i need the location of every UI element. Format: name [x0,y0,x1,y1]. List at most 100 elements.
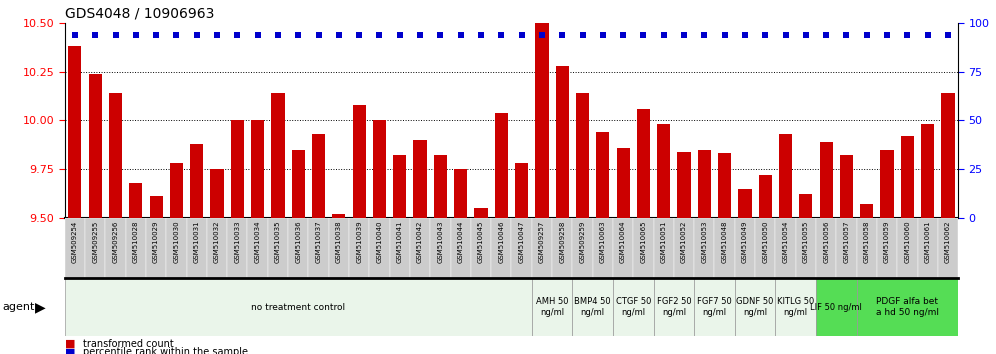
Bar [65,278,532,336]
Bar [515,163,528,218]
Text: GSM510041: GSM510041 [396,221,402,263]
Text: GSM509258: GSM509258 [559,221,565,263]
Bar [129,183,142,218]
Bar [166,218,186,278]
Bar [474,208,488,218]
Bar [109,93,123,218]
Text: GSM510045: GSM510045 [478,221,484,263]
Bar [613,218,633,278]
Bar [512,218,532,278]
Bar [779,134,792,218]
Text: GSM510047: GSM510047 [519,221,525,263]
Point [372,32,387,38]
Point [148,32,164,38]
Point [717,32,733,38]
Bar [573,218,593,278]
Text: GSM510033: GSM510033 [234,221,240,263]
Bar [292,150,305,218]
Bar [921,124,934,218]
Point [839,32,855,38]
Text: KITLG 50
ng/ml: KITLG 50 ng/ml [777,297,815,317]
Point [899,32,915,38]
Text: GSM510030: GSM510030 [173,221,179,263]
Point [168,32,184,38]
Bar [413,140,426,218]
Bar [268,218,288,278]
Bar [190,144,203,218]
Point [575,32,591,38]
Bar [694,218,714,278]
Text: GSM510057: GSM510057 [844,221,850,263]
Text: BMP4 50
ng/ml: BMP4 50 ng/ml [575,297,611,317]
Bar [370,218,389,278]
Text: GSM510052: GSM510052 [681,221,687,263]
Bar [186,218,207,278]
Bar [207,218,227,278]
Text: GSM510062: GSM510062 [945,221,951,263]
Bar [674,218,694,278]
Bar [349,218,370,278]
Point [676,32,692,38]
Point [859,32,874,38]
Bar [857,278,958,336]
Point [493,32,509,38]
Bar [718,154,731,218]
Text: GSM510063: GSM510063 [600,221,606,263]
Point [655,32,671,38]
Point [311,32,327,38]
Point [879,32,895,38]
Point [412,32,428,38]
Bar [251,120,264,218]
Text: GSM510037: GSM510037 [316,221,322,263]
Bar [876,218,897,278]
Bar [653,278,694,336]
Text: GSM510032: GSM510032 [214,221,220,263]
Text: GSM510034: GSM510034 [255,221,261,263]
Bar [576,93,589,218]
Bar [532,278,573,336]
Text: GSM510054: GSM510054 [783,221,789,263]
Text: GSM510040: GSM510040 [376,221,382,263]
Point [534,32,550,38]
Text: no treatment control: no treatment control [251,303,346,312]
Text: GSM510044: GSM510044 [458,221,464,263]
Point [290,32,306,38]
Text: GSM509256: GSM509256 [113,221,119,263]
Point [818,32,834,38]
Bar [861,204,873,218]
Bar [735,278,776,336]
Bar [556,66,569,218]
Bar [353,105,366,218]
Point [270,32,286,38]
Point [432,32,448,38]
Bar [65,218,85,278]
Bar [552,218,573,278]
Bar [454,169,467,218]
Text: GSM509257: GSM509257 [539,221,545,263]
Point [67,32,83,38]
Point [453,32,469,38]
Bar [617,148,629,218]
Bar [796,218,816,278]
Bar [271,93,285,218]
Point [250,32,266,38]
Bar [573,278,613,336]
Text: FGF7 50
ng/ml: FGF7 50 ng/ml [697,297,732,317]
Bar [471,218,491,278]
Bar [613,278,653,336]
Point [473,32,489,38]
Text: GSM510043: GSM510043 [437,221,443,263]
Bar [393,155,406,218]
Bar [146,218,166,278]
Bar [593,218,613,278]
Text: GSM510035: GSM510035 [275,221,281,263]
Bar [169,163,183,218]
Bar [816,278,857,336]
Bar [450,218,471,278]
Point [696,32,712,38]
Point [635,32,651,38]
Bar [897,218,917,278]
Bar [491,218,512,278]
Bar [776,278,816,336]
Bar [597,132,610,218]
